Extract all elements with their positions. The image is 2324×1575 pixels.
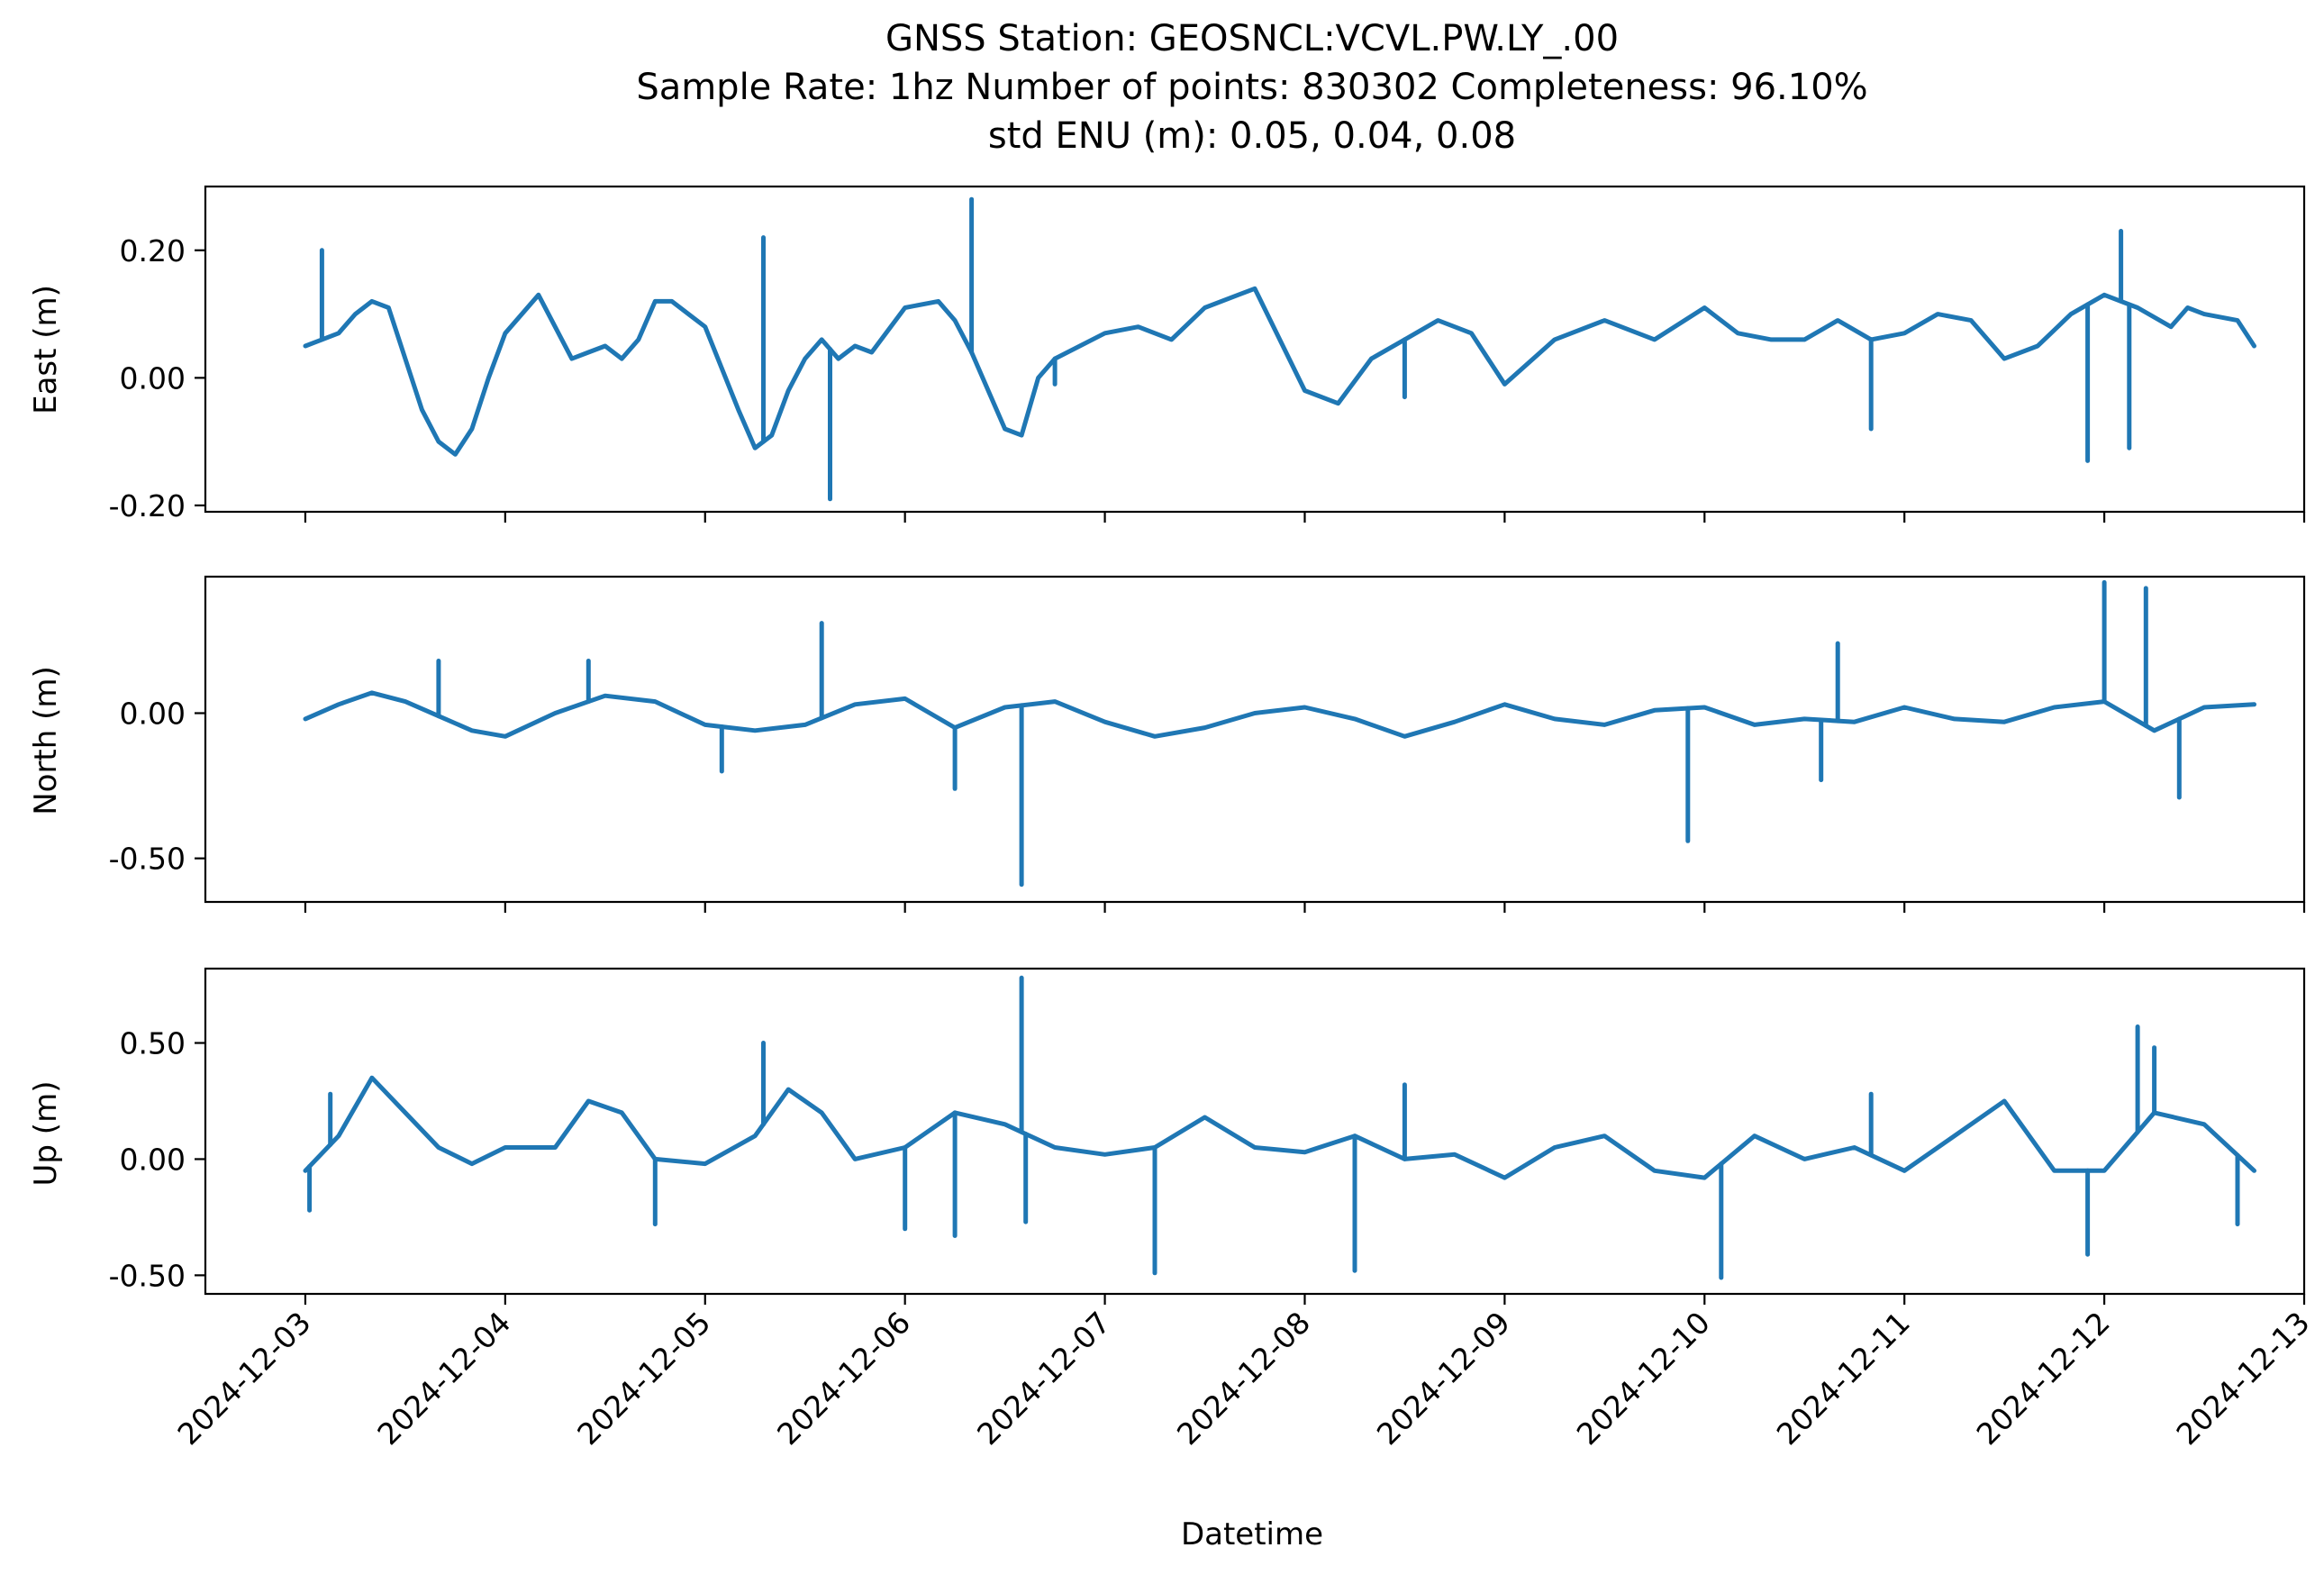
east-y-tick-label: 0.00 [120,360,186,396]
chart-subtitle-line-2: std ENU (m): 0.05, 0.04, 0.08 [988,115,1516,157]
chart-title: GNSS Station: GEOSNCL:VCVL.PW.LY_.00 [885,18,1619,59]
north-ylabel: North (m) [28,666,64,815]
north-y-tick-label: 0.00 [120,696,186,731]
east-series-line [303,286,2256,457]
east-y-tick-label: -0.20 [109,488,186,523]
up-axes-frame [204,967,2306,1296]
east-axes-frame [204,185,2306,514]
up-ylabel: Up (m) [28,1081,64,1187]
north-y-tick-label: -0.50 [109,842,186,877]
up-series-line [303,1075,2256,1180]
north-series-line [303,690,2256,739]
chart-subtitle-line-1: Sample Rate: 1hz Number of points: 83030… [636,67,1867,108]
up-y-tick-label: 0.50 [120,1026,186,1061]
up-y-tick-label: -0.50 [109,1258,186,1293]
east-panel: East (m) 0.20 0.00 -0.20 [28,185,2306,523]
north-axes-frame [204,575,2306,904]
x-axis-label: Datetime [1181,1516,1323,1552]
north-panel: North (m) 0.00 -0.50 [28,575,2306,913]
up-y-tick-label: 0.00 [120,1142,186,1177]
east-ylabel: East (m) [28,285,64,414]
east-y-tick-label: 0.20 [120,233,186,269]
